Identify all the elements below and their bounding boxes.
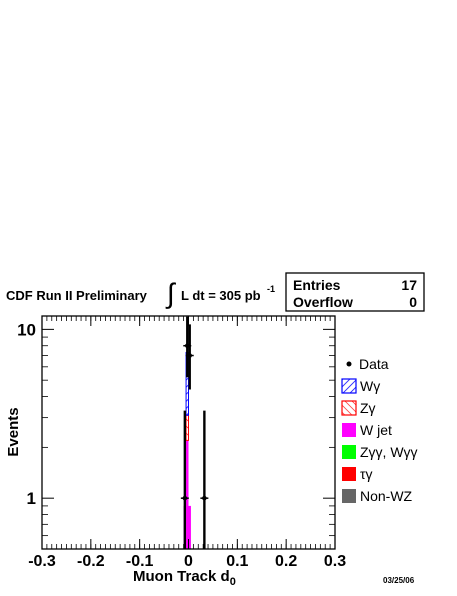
data-point (182, 495, 188, 501)
data-point (187, 353, 193, 358)
stats-entries-label: Entries (293, 277, 341, 293)
legend-swatch (342, 423, 356, 437)
x-axis-title-main: Muon Track d (133, 568, 230, 585)
x-tick-label: -0.1 (126, 553, 154, 570)
stats-entries-value: 17 (401, 277, 417, 293)
date-stamp: 03/25/06 (383, 576, 415, 585)
experiment-label: CDF Run II Preliminary (6, 288, 148, 303)
y-tick-label: 1 (27, 489, 36, 508)
legend-swatch (341, 378, 357, 394)
legend-swatch (341, 400, 357, 416)
legend-swatch (342, 489, 356, 503)
data-point (184, 343, 190, 349)
legend-swatch (342, 467, 356, 481)
legend-label: Non-WZ (360, 488, 413, 504)
legend-label: τγ (360, 466, 373, 482)
bar (185, 414, 190, 441)
luminosity-exponent: -1 (267, 284, 275, 294)
legend-swatch (342, 445, 356, 459)
x-axis-title-subscript: 0 (230, 576, 236, 588)
data-points (180, 316, 209, 549)
stats-overflow-label: Overflow (293, 294, 353, 310)
x-tick-label: -0.3 (28, 553, 56, 570)
x-tick-label: -0.2 (77, 553, 105, 570)
x-axis-title: Muon Track d0 (133, 568, 236, 588)
bar (186, 440, 189, 549)
x-tick-label: 0.2 (275, 553, 297, 570)
y-axis-title: Events (5, 407, 22, 456)
integral-symbol: ∫ (165, 278, 177, 309)
data-point (202, 495, 207, 501)
legend-marker-data (346, 361, 352, 367)
luminosity-label: L dt = 305 pb (181, 288, 261, 303)
x-tick-label: 0 (184, 553, 193, 570)
legend-label: Zγ (360, 400, 376, 416)
legend-label: Data (359, 356, 389, 372)
y-tick-label: 10 (17, 320, 36, 339)
legend-label: Wγ (360, 378, 380, 394)
legend-label: W jet (360, 422, 392, 438)
x-tick-label: 0.1 (226, 553, 248, 570)
stats-overflow-value: 0 (409, 294, 417, 310)
stats-box (285, 272, 425, 312)
legend-label: Zγγ, Wγγ (360, 444, 418, 460)
axis-ticks: -0.3 -0.2 -0.1 0 0.1 0.2 0.3 1 10 (17, 316, 346, 570)
bar (188, 505, 191, 549)
x-tick-label: 0.3 (324, 553, 346, 570)
legend: Data Wγ Zγ W jet Zγγ, Wγγ τγ Non-WZ (341, 356, 418, 504)
